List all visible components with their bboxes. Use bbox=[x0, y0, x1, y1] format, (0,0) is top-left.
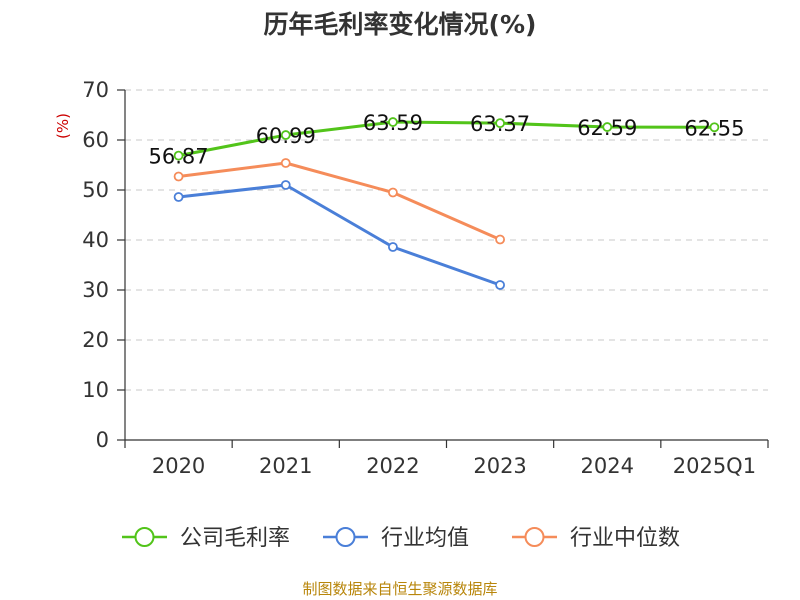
chart-title: 历年毛利率变化情况(%) bbox=[264, 10, 537, 39]
y-tick-label: 60 bbox=[82, 128, 109, 152]
data-label: 60.99 bbox=[256, 124, 316, 148]
legend-item[interactable]: 公司毛利率 bbox=[122, 526, 290, 551]
source-note: 制图数据来自恒生聚源数据库 bbox=[302, 580, 497, 598]
data-point[interactable] bbox=[173, 171, 184, 182]
y-tick-label: 30 bbox=[82, 278, 109, 302]
y-axis-ticks: 0 10 20 30 40 50 60 70 bbox=[82, 78, 125, 452]
x-tick-label: 2023 bbox=[473, 454, 526, 478]
x-tick-label: 2022 bbox=[366, 454, 419, 478]
data-point[interactable] bbox=[709, 122, 720, 133]
legend-label: 公司毛利率 bbox=[180, 526, 290, 551]
series-line bbox=[178, 120, 715, 158]
gridlines bbox=[125, 89, 768, 391]
series-layer bbox=[173, 117, 720, 290]
y-tick-label: 10 bbox=[82, 378, 109, 402]
data-labels: 56.87 60.99 63.59 63.37 62.59 62.55 bbox=[149, 111, 745, 169]
data-point[interactable] bbox=[388, 187, 398, 198]
legend-marker-icon bbox=[524, 527, 545, 547]
x-tick-label: 2025Q1 bbox=[673, 454, 756, 478]
data-label: 56.87 bbox=[149, 145, 209, 169]
y-tick-label: 0 bbox=[96, 428, 109, 452]
legend-item[interactable]: 行业均值 bbox=[323, 526, 469, 551]
data-point[interactable] bbox=[495, 118, 505, 129]
legend-label: 行业中位数 bbox=[570, 526, 680, 551]
data-point[interactable] bbox=[280, 180, 291, 190]
data-label: 62.55 bbox=[684, 116, 744, 140]
data-point[interactable] bbox=[495, 280, 505, 290]
y-tick-label: 20 bbox=[82, 328, 109, 352]
data-point[interactable] bbox=[173, 150, 184, 161]
data-label: 63.37 bbox=[470, 112, 530, 136]
series-1 bbox=[173, 117, 720, 161]
series-line bbox=[178, 161, 501, 241]
data-point[interactable] bbox=[388, 117, 398, 127]
data-point[interactable] bbox=[495, 234, 505, 245]
legend-item[interactable]: 行业中位数 bbox=[512, 526, 680, 551]
legend-marker-icon bbox=[134, 527, 155, 547]
legend-label: 行业均值 bbox=[381, 526, 469, 551]
x-axis-ticks: 2020 2021 2022 2023 2024 2025Q1 bbox=[124, 440, 769, 478]
data-label: 63.59 bbox=[363, 111, 423, 135]
data-point[interactable] bbox=[388, 242, 398, 252]
x-tick-label: 2021 bbox=[259, 454, 312, 478]
data-point[interactable] bbox=[280, 158, 291, 168]
data-point[interactable] bbox=[173, 192, 184, 202]
series-2 bbox=[173, 180, 505, 290]
y-tick-label: 70 bbox=[82, 78, 109, 102]
x-tick-label: 2024 bbox=[581, 454, 634, 478]
data-point[interactable] bbox=[280, 130, 291, 140]
y-tick-label: 50 bbox=[82, 178, 109, 202]
series-3 bbox=[173, 158, 505, 245]
data-point[interactable] bbox=[602, 122, 613, 132]
y-tick-label: 40 bbox=[82, 228, 109, 252]
legend[interactable]: 公司毛利率 行业均值 行业中位数 bbox=[122, 526, 680, 551]
data-label: 62.59 bbox=[577, 116, 637, 140]
legend-marker-icon bbox=[335, 527, 356, 547]
series-line bbox=[178, 183, 501, 287]
y-axis-unit: (%) bbox=[54, 113, 72, 139]
x-tick-label: 2020 bbox=[152, 454, 205, 478]
